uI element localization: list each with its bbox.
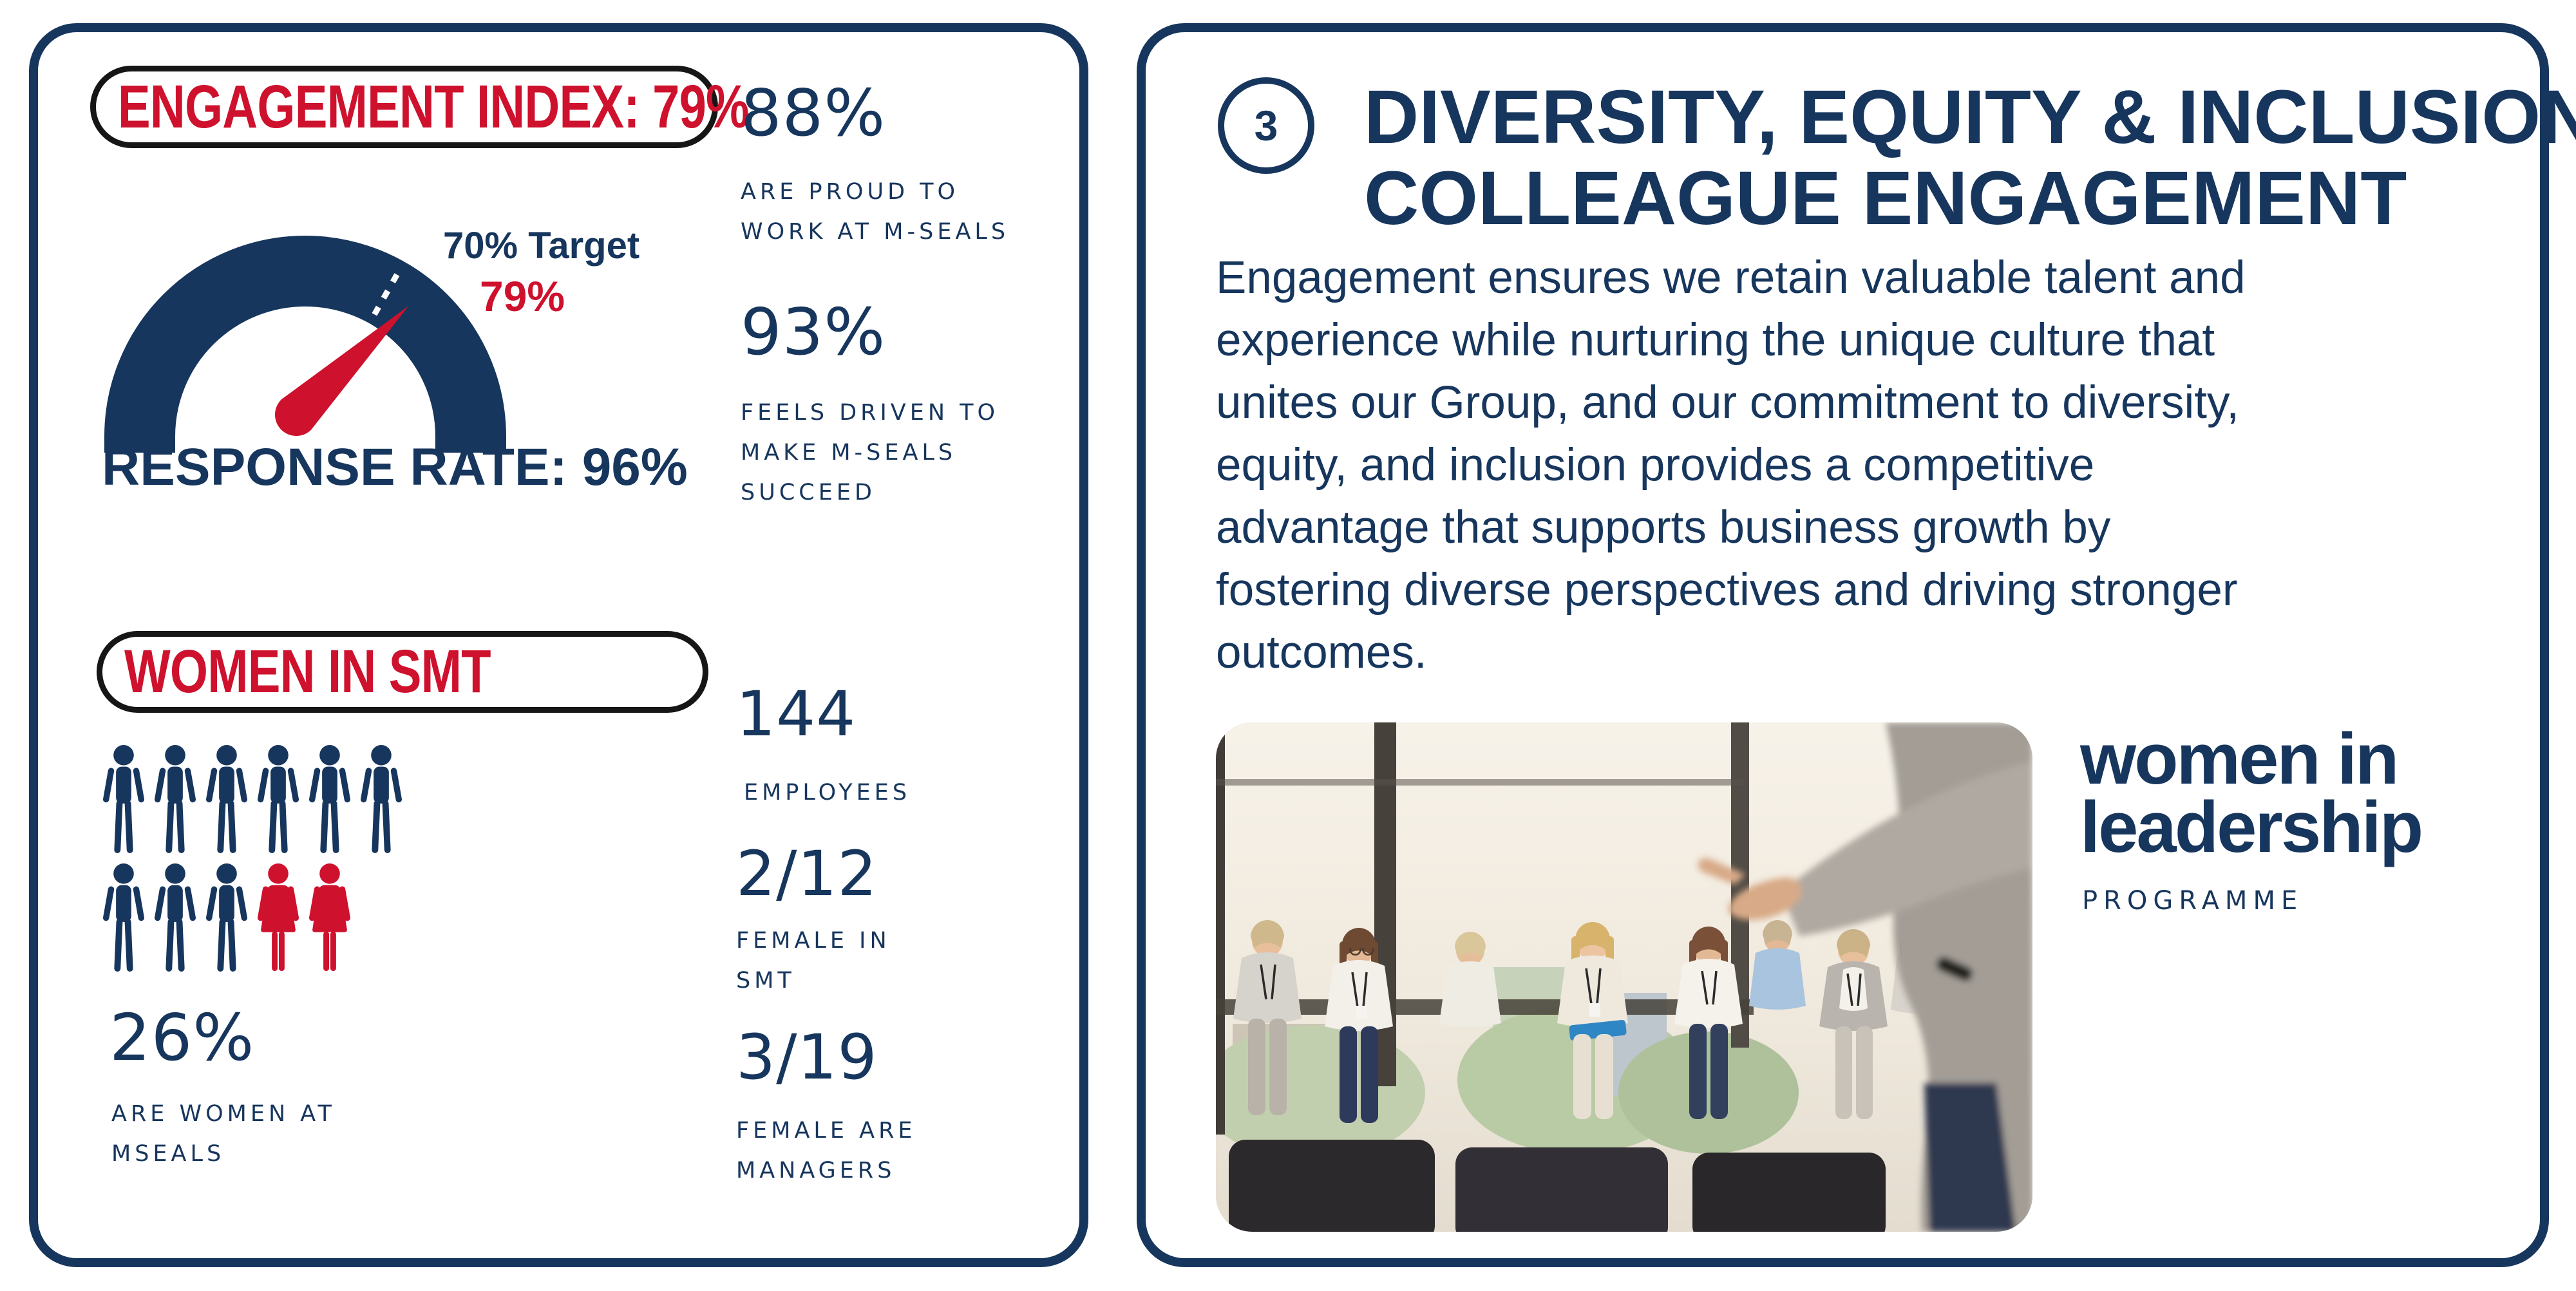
gauge-target-tick (355, 273, 400, 346)
programme-title-line2: leadership (2080, 787, 2423, 867)
person-icon-male (361, 744, 402, 854)
attendee (1819, 929, 1888, 1119)
person-icon-female (309, 863, 350, 972)
gauge-value-text: 79% (480, 272, 565, 320)
dei-title-line2: COLLEAGUE ENGAGEMENT (1364, 156, 2407, 241)
stat-proud-value: 88% (741, 75, 886, 151)
gauge-arc (104, 236, 506, 453)
attendee (1749, 920, 1806, 1010)
stat-female-managers-label: FEMALE ARE MANAGERS (736, 1118, 916, 1183)
stat-female-smt-label: FEMALE IN SMT (736, 928, 891, 994)
programme-photo (1216, 722, 2032, 1232)
attendee (1325, 928, 1393, 1123)
stat-driven-value: 93% (741, 294, 886, 370)
person-icon-male (258, 744, 299, 854)
attendee (1439, 932, 1501, 1027)
stat-employees-label: EMPLOYEES (744, 780, 911, 806)
programme-photo-illustration (1216, 722, 2032, 1232)
person-icon-male (206, 863, 247, 972)
person-icon-male (155, 744, 196, 854)
person-icon-male (309, 744, 350, 854)
attendee (1557, 922, 1628, 1119)
dei-title-line1: DIVERSITY, EQUITY & INCLUSION (1364, 75, 2576, 160)
person-icon-male (155, 863, 196, 972)
engagement-index-pill: ENGAGEMENT INDEX: 79% (90, 66, 750, 148)
programme-subtitle: PROGRAMME (2082, 886, 2304, 916)
pictogram-row (103, 744, 402, 854)
stat-female-managers-value: 3/19 (736, 1021, 878, 1093)
engagement-panel: ENGAGEMENT INDEX: 79% 70% Target 79% RES… (29, 23, 1088, 1267)
stat-women-value: 26% (109, 1000, 255, 1075)
dei-body-text: Engagement ensures we retain valuable ta… (1216, 252, 2246, 678)
speaker-foreground (1698, 722, 2032, 1232)
gauge-needle (275, 306, 409, 436)
women-in-smt-label: WOMEN IN SMT (124, 637, 491, 706)
person-icon-male (103, 863, 144, 972)
section-number: 3 (1254, 102, 1278, 149)
person-icon-male (206, 744, 247, 854)
section-number-badge: 3 (1218, 77, 1314, 174)
dei-panel: 3 DIVERSITY, EQUITY & INCLUSION COLLEAGU… (1137, 23, 2576, 1267)
stat-proud-label: ARE PROUD TO WORK AT M-SEALS (741, 179, 1010, 245)
women-in-smt-pill: WOMEN IN SMT (97, 631, 708, 713)
pictogram-row (103, 863, 402, 972)
stat-women-label: ARE WOMEN AT MSEALS (111, 1101, 336, 1167)
programme-title-line1: women in (2080, 719, 2399, 799)
person-icon-female (258, 863, 299, 972)
stat-female-smt-value: 2/12 (736, 838, 878, 910)
engagement-gauge (104, 236, 506, 453)
stat-driven-label: FEELS DRIVEN TO MAKE M-SEALS SUCCEED (741, 400, 999, 505)
person-icon-male (103, 744, 144, 854)
response-rate-text: RESPONSE RATE: 96% (102, 438, 688, 496)
attendee (1233, 920, 1302, 1115)
attendee (1674, 927, 1743, 1119)
pictogram (103, 744, 402, 981)
stat-employees-value: 144 (736, 678, 857, 750)
gauge-target-text: 70% Target (443, 225, 640, 267)
engagement-index-label: ENGAGEMENT INDEX: 79% (118, 72, 750, 141)
